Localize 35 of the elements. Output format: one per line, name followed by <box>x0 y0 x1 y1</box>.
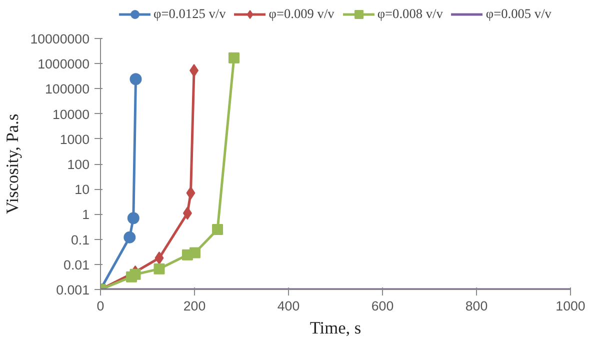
x-tick-label: 800 <box>465 298 488 314</box>
point <box>130 268 141 280</box>
legend-label: φ=0.005 v/v <box>486 6 552 22</box>
point <box>130 73 142 86</box>
legend-label: φ=0.0125 v/v <box>154 6 226 22</box>
x-axis-title: Time, s <box>310 318 362 338</box>
y-tick-label: 0.001 <box>56 282 90 298</box>
y-tick-label: 10 <box>74 182 90 198</box>
point <box>228 52 240 64</box>
y-tick-label: 10000000 <box>30 32 90 46</box>
y-tick-label: 0.1 <box>70 232 90 248</box>
point <box>212 224 224 236</box>
point <box>124 231 136 244</box>
point <box>154 251 164 264</box>
x-tick-label: 600 <box>371 298 394 314</box>
legend-label: φ=0.008 v/v <box>377 6 443 22</box>
point <box>190 64 199 78</box>
point <box>127 212 140 224</box>
x-tick-label: 200 <box>183 298 206 314</box>
y-tick-label: 1 <box>82 207 90 222</box>
x-tick-label: 1000 <box>556 298 586 314</box>
point <box>186 186 196 200</box>
y-axis-title: Viscosity, Pa.s <box>3 114 22 214</box>
y-tick-label: 1000000 <box>38 56 90 72</box>
y-tick-label: 10000 <box>52 106 90 122</box>
point <box>182 206 192 220</box>
point <box>154 263 165 274</box>
x-tick-label: 400 <box>277 298 300 314</box>
x-tick-label: 0 <box>96 298 104 314</box>
y-tick-label: 100 <box>67 157 90 172</box>
y-tick-label: 1000 <box>60 132 90 147</box>
y-tick-label: 100000 <box>45 82 90 97</box>
y-tick-label: 0.01 <box>64 257 90 272</box>
legend-label: φ=0.009 v/v <box>268 6 334 22</box>
point <box>189 247 200 258</box>
